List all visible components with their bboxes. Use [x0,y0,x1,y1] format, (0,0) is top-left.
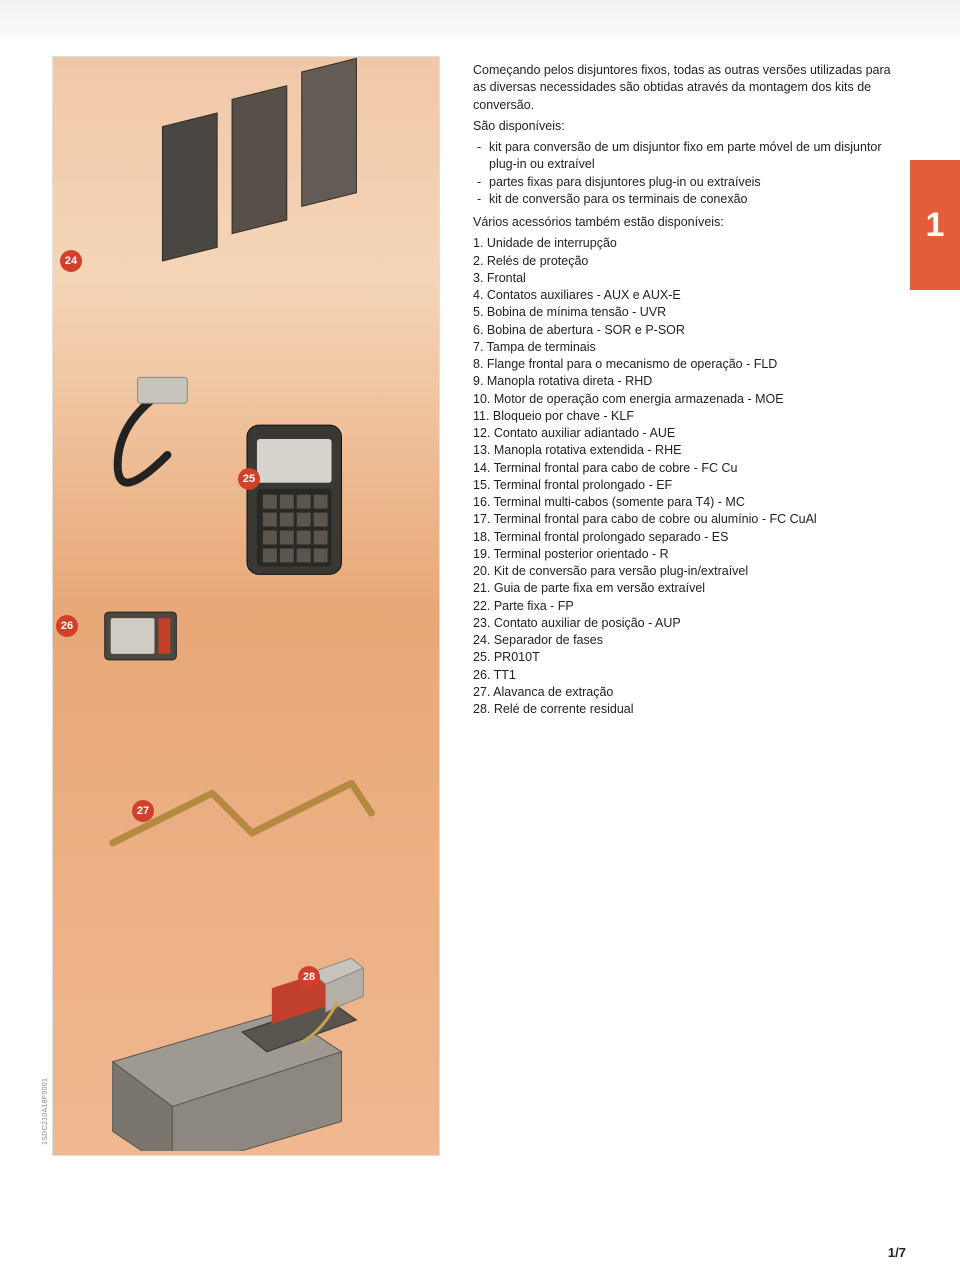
list-item: 10. Motor de operação com energia armaze… [473,391,893,408]
list-item: 25. PR010T [473,649,893,666]
list-item: 7. Tampa de terminais [473,339,893,356]
bullet-item: partes fixas para disjuntores plug-in ou… [473,174,893,191]
header-bar [0,0,960,36]
section-tab: 1 [910,160,960,290]
list-item: 8. Flange frontal para o mecanismo de op… [473,356,893,373]
callout-24: 24 [60,250,82,272]
page-number: 1/7 [888,1245,906,1260]
list-item: 11. Bloqueio por chave - KLF [473,408,893,425]
list-item: 13. Manopla rotativa extendida - RHE [473,442,893,459]
list-item: 15. Terminal frontal prolongado - EF [473,477,893,494]
list-item: 19. Terminal posterior orientado - R [473,546,893,563]
callout-28: 28 [298,966,320,988]
list-item: 21. Guia de parte fixa em versão extraív… [473,580,893,597]
callout-26: 26 [56,615,78,637]
list-item: 16. Terminal multi-cabos (somente para T… [473,494,893,511]
list-item: 26. TT1 [473,667,893,684]
intro-p1: Começando pelos disjuntores fixos, todas… [473,62,893,114]
list-item: 1. Unidade de interrupção [473,235,893,252]
product-illustration-panel [52,56,440,1156]
bullet-list: kit para conversão de um disjuntor fixo … [473,139,893,208]
list-item: 9. Manopla rotativa direta - RHD [473,373,893,390]
list-item: 24. Separador de fases [473,632,893,649]
list-item: 17. Terminal frontal para cabo de cobre … [473,511,893,528]
body-text-column: Começando pelos disjuntores fixos, todas… [473,62,893,718]
image-reference-code: 1SDC210A18F0001 [42,1078,49,1145]
list-item: 4. Contatos auxiliares - AUX e AUX-E [473,287,893,304]
list-item: 12. Contato auxiliar adiantado - AUE [473,425,893,442]
list-item: 3. Frontal [473,270,893,287]
callout-27: 27 [132,800,154,822]
numbered-list: 1. Unidade de interrupção 2. Relés de pr… [473,235,893,718]
list-item: 5. Bobina de mínima tensão - UVR [473,304,893,321]
accessories-heading: Vários acessórios também estão disponíve… [473,214,893,231]
list-item: 2. Relés de proteção [473,253,893,270]
list-item: 28. Relé de corrente residual [473,701,893,718]
bullet-item: kit para conversão de um disjuntor fixo … [473,139,893,174]
intro-p2: São disponíveis: [473,118,893,135]
list-item: 23. Contato auxiliar de posição - AUP [473,615,893,632]
callout-25: 25 [238,468,260,490]
list-item: 6. Bobina de abertura - SOR e P-SOR [473,322,893,339]
bullet-item: kit de conversão para os terminais de co… [473,191,893,208]
list-item: 22. Parte fixa - FP [473,598,893,615]
list-item: 18. Terminal frontal prolongado separado… [473,529,893,546]
list-item: 27. Alavanca de extração [473,684,893,701]
list-item: 14. Terminal frontal para cabo de cobre … [473,460,893,477]
list-item: 20. Kit de conversão para versão plug-in… [473,563,893,580]
illustration-svg [53,57,439,1151]
